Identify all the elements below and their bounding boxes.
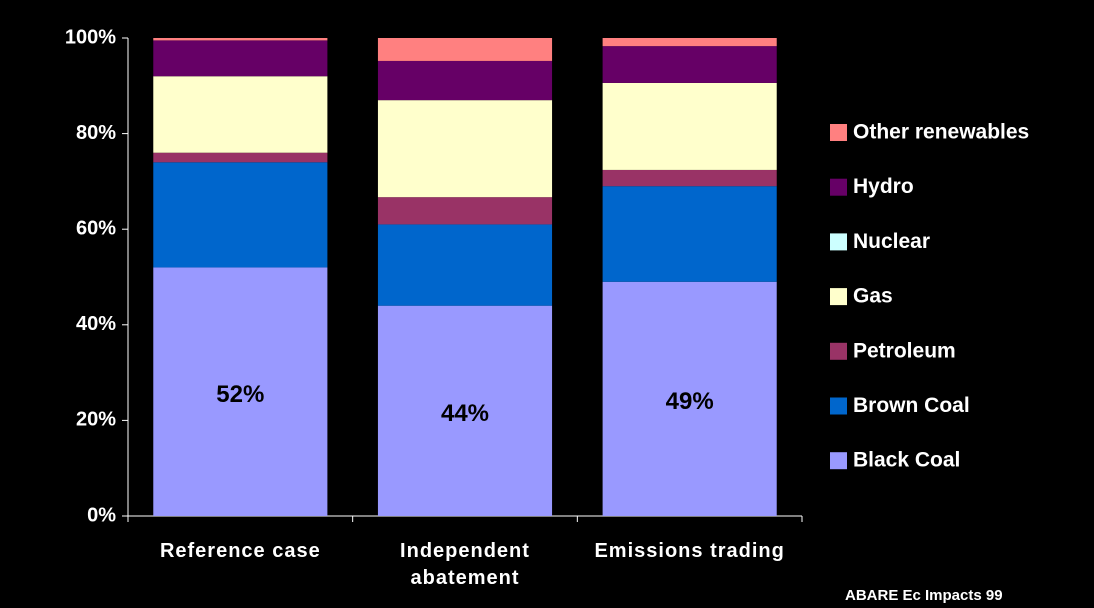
y-tick-label: 20% — [76, 409, 116, 431]
legend-swatch — [830, 124, 847, 141]
bar-segment — [153, 152, 328, 163]
bar-segment — [377, 38, 553, 61]
data-label: 52% — [216, 381, 264, 408]
y-tick-label: 0% — [87, 504, 116, 526]
data-label: 44% — [441, 400, 489, 427]
legend-label: Black Coal — [853, 449, 960, 472]
bar-segment — [602, 169, 777, 187]
legend-swatch — [830, 452, 847, 470]
bar-segment — [153, 267, 328, 516]
legend-label: Nuclear — [853, 230, 930, 253]
bar-segment — [602, 46, 777, 83]
bar-segment — [153, 38, 328, 41]
annotation: ABARE Ec Impacts 99 — [845, 587, 1003, 604]
bar-segment — [602, 281, 777, 516]
bar-segment — [153, 40, 328, 77]
legend-swatch — [830, 342, 847, 360]
bar-segment — [602, 82, 777, 170]
data-label: 49% — [666, 388, 714, 415]
bar-segment — [602, 38, 777, 47]
legend-label: Hydro — [853, 175, 914, 198]
bar-segment — [377, 197, 553, 225]
x-tick-label: Independent abatement — [400, 540, 530, 589]
legend-swatch — [830, 397, 847, 415]
legend-swatch — [830, 288, 847, 306]
legend-label: Other renewables — [853, 121, 1029, 144]
x-tick-label: Emissions trading — [594, 540, 785, 562]
bar-segment — [377, 100, 553, 198]
legend-label: Petroleum — [853, 339, 956, 362]
bar-segment — [153, 162, 328, 268]
y-tick-label: 80% — [76, 122, 116, 144]
legend-label: Gas — [853, 285, 893, 308]
bar-segment — [377, 305, 553, 516]
legend-swatch — [830, 178, 847, 196]
bar-segment — [602, 186, 777, 282]
y-tick-label: 60% — [76, 217, 116, 239]
legend-label: Brown Coal — [853, 394, 970, 417]
x-tick-label: Reference case — [159, 540, 321, 562]
legend-swatch — [830, 233, 847, 251]
y-tick-label: 40% — [76, 313, 116, 335]
bar-segment — [377, 60, 553, 101]
bar-segment — [377, 224, 553, 306]
bar-segment — [153, 76, 328, 153]
y-tick-label: 100% — [65, 26, 116, 48]
